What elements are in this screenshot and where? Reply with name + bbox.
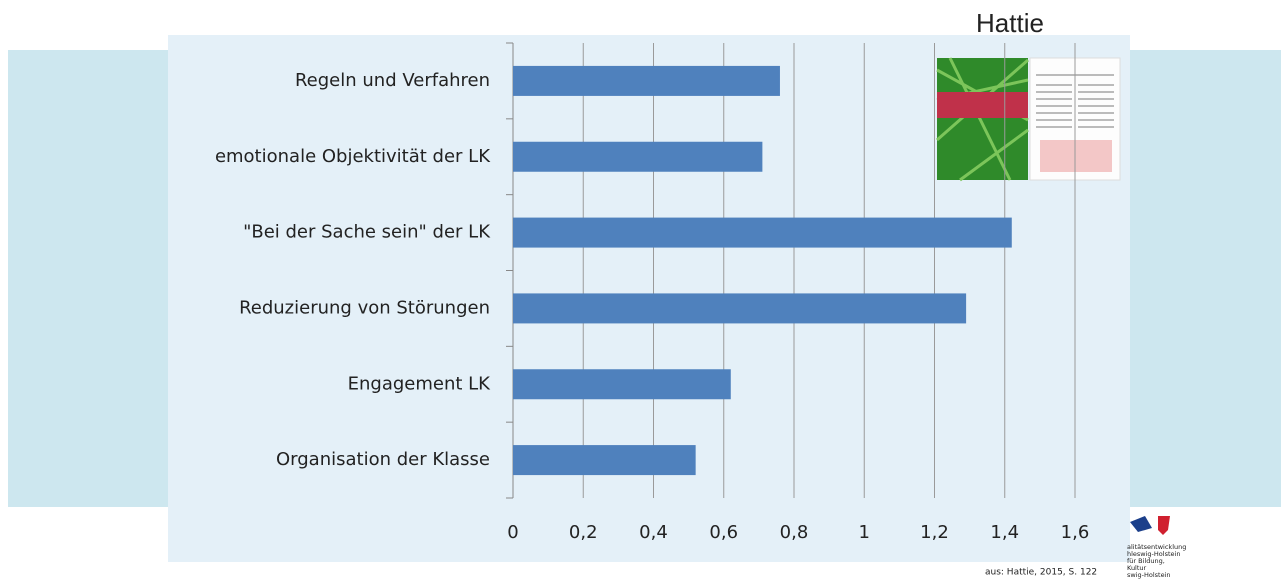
source: aus: Hattie, 2015, S. 122 <box>985 568 1097 578</box>
logo-lion <box>1130 516 1152 532</box>
bar <box>513 445 696 475</box>
bar <box>513 66 780 96</box>
cover-band <box>937 92 1028 118</box>
y-tick-label: emotionale Objektivität der LK <box>215 146 491 167</box>
y-tick-label: Organisation der Klasse <box>276 449 490 470</box>
logo-text: swig-Holstein <box>1127 571 1171 579</box>
y-tick-label: Regeln und Verfahren <box>295 70 490 91</box>
x-tick-label: 0 <box>507 522 518 543</box>
bar <box>513 218 1012 248</box>
slide-title: Hattie <box>976 8 1044 38</box>
x-tick-label: 0,2 <box>569 522 598 543</box>
slide: Hattie aus: Hattie, 2015, S. 122 0 0,2 0,4… <box>0 0 1281 581</box>
x-tick-label: 1 <box>859 522 870 543</box>
y-tick-label: Reduzierung von Störungen <box>239 297 490 318</box>
page-figure <box>1040 140 1112 172</box>
bar <box>513 293 966 323</box>
y-tick-label: Engagement LK <box>348 373 492 394</box>
x-tick-label: 1,6 <box>1061 522 1090 543</box>
logo-shield <box>1158 516 1170 535</box>
x-tick-label: 0,6 <box>709 522 738 543</box>
x-tick-label: 1,4 <box>990 522 1019 543</box>
x-tick-label: 0,8 <box>780 522 809 543</box>
y-tick-label: "Bei der Sache sein" der LK <box>243 222 491 243</box>
x-tick-label: 0,4 <box>639 522 668 543</box>
bar <box>513 142 762 172</box>
logo <box>1130 516 1170 535</box>
x-tick-label: 1,2 <box>920 522 949 543</box>
bar <box>513 369 731 399</box>
